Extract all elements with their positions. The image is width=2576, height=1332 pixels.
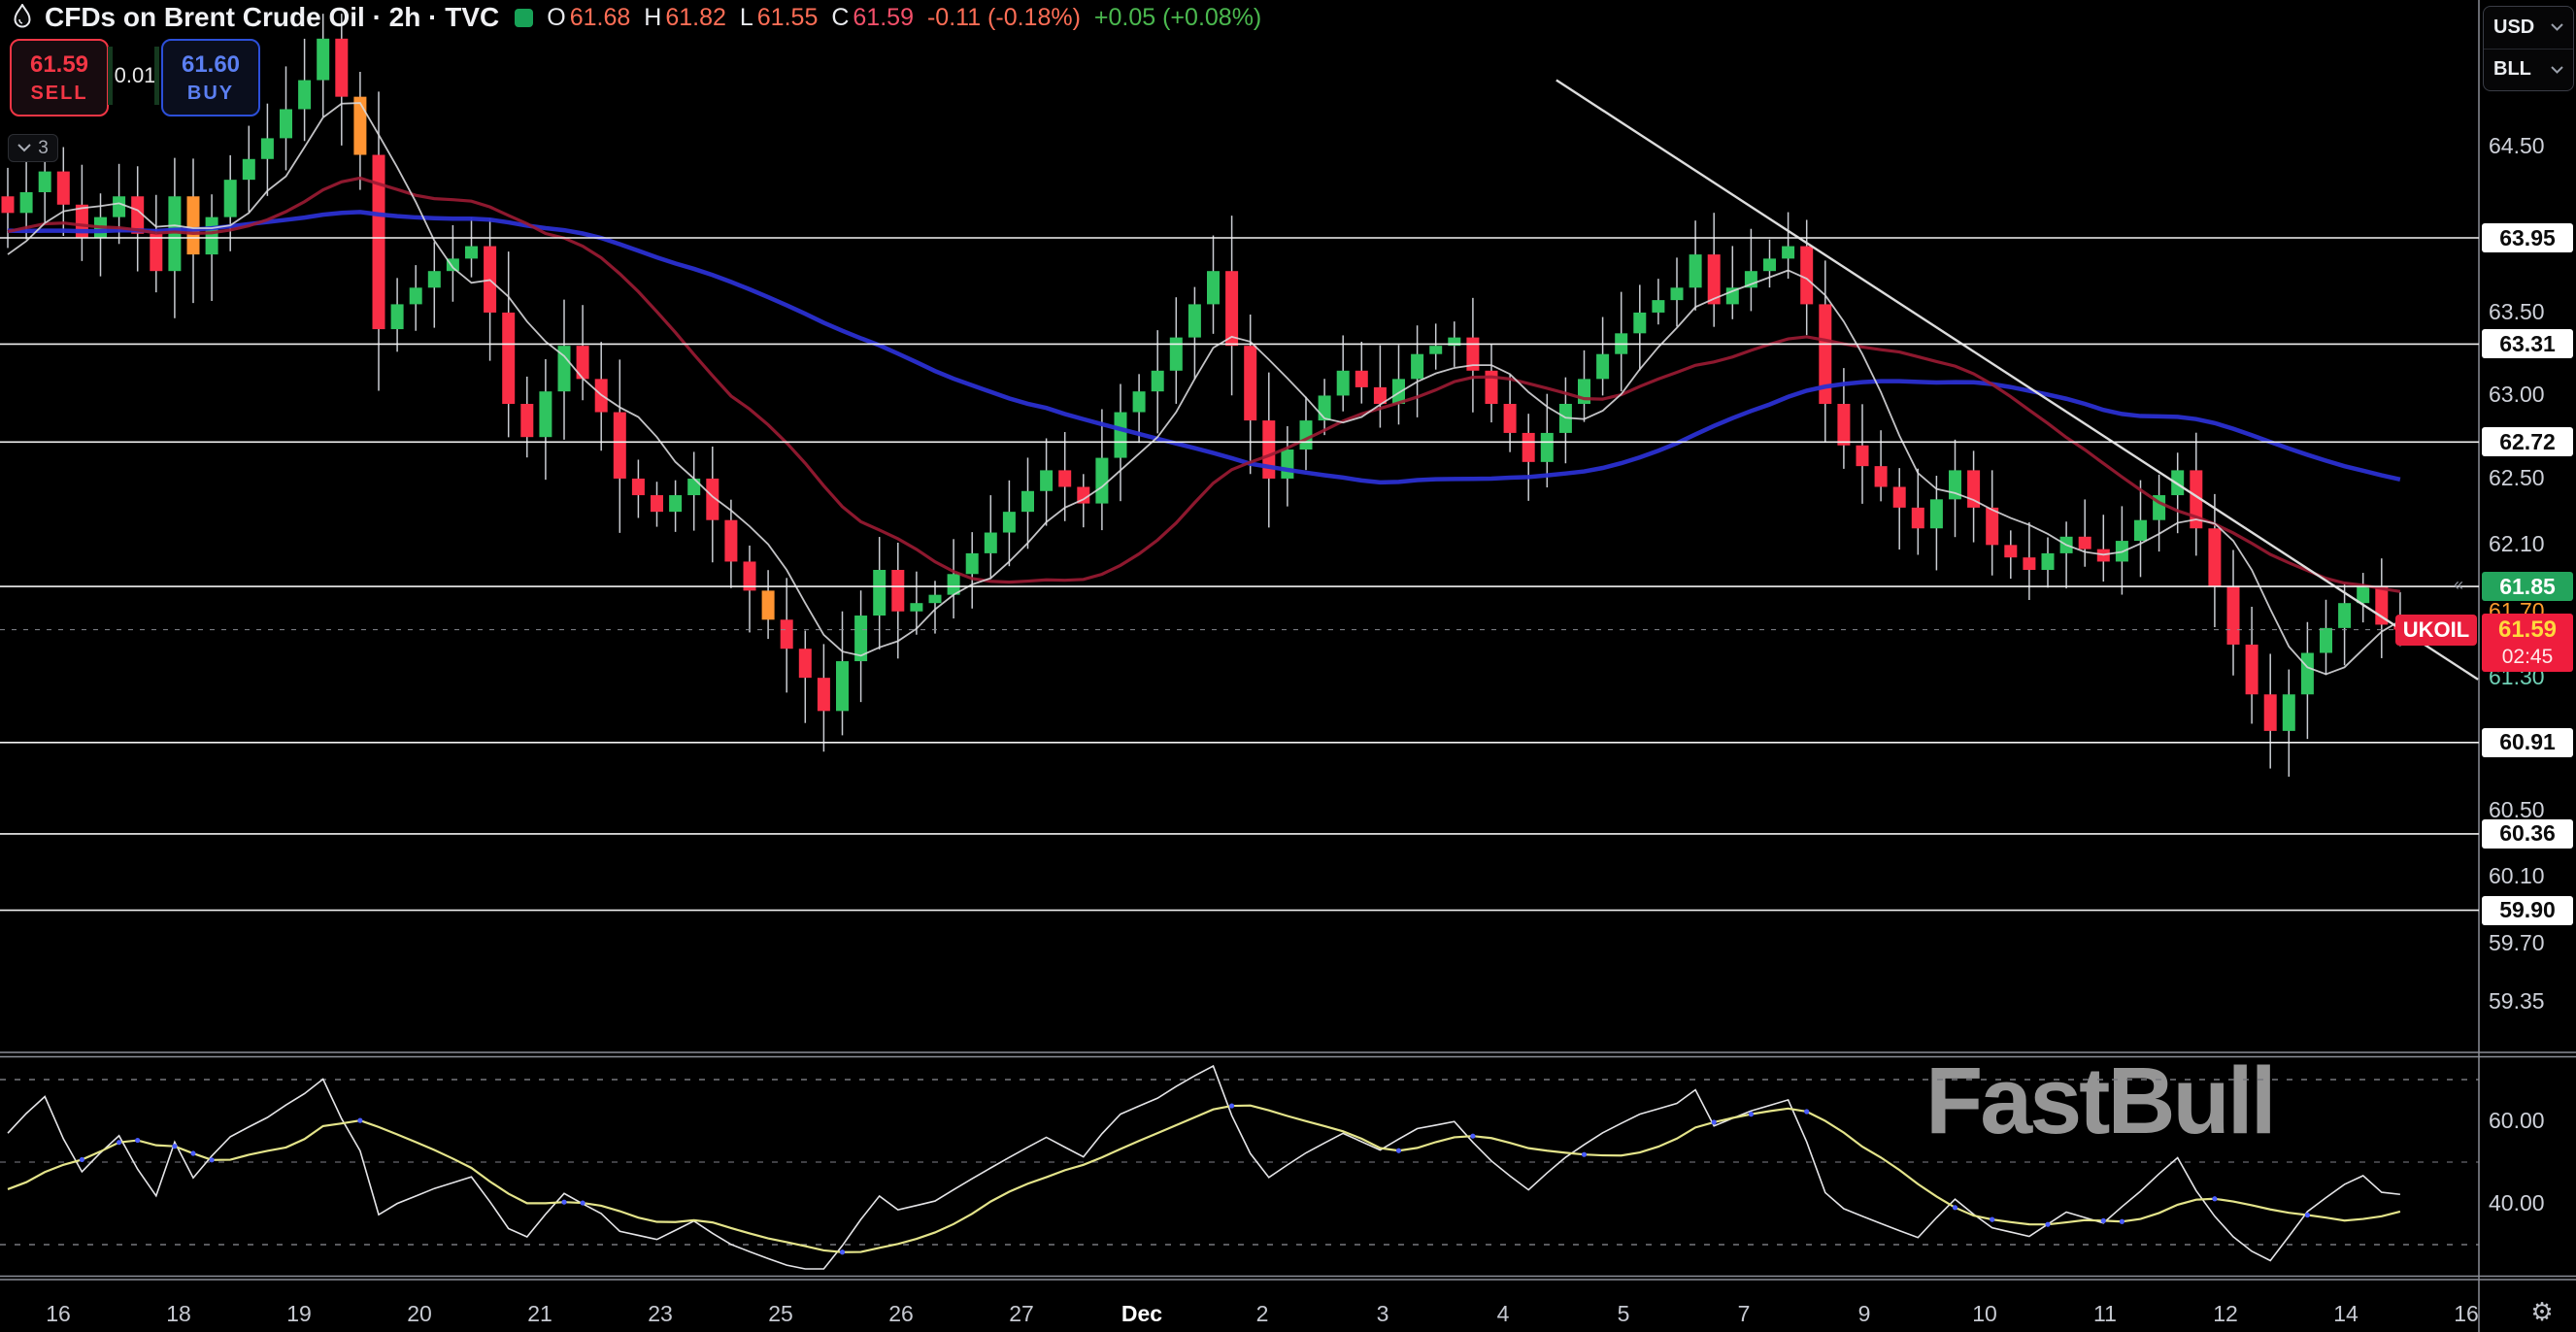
price-line-label: 63.95 bbox=[2482, 223, 2573, 252]
time-axis-label: 20 bbox=[407, 1301, 432, 1326]
time-axis-label: 2 bbox=[1255, 1301, 1269, 1326]
price-line-label: 63.31 bbox=[2482, 329, 2573, 359]
time-axis-label: 4 bbox=[1496, 1301, 1510, 1326]
symbol-title[interactable]: CFDs on Brent Crude Oil · 2h · TVC bbox=[45, 2, 500, 32]
buy-price: 61.60 bbox=[181, 50, 241, 78]
price-axis[interactable]: 64.50 63.50 63.00 62.50 62.10 61.70 61.30 60.50… bbox=[2479, 0, 2576, 1280]
rsi-axis-label: 60.00 bbox=[2489, 1107, 2545, 1133]
price-axis-label: 59.35 bbox=[2489, 987, 2545, 1014]
price-line-label: 61.85 bbox=[2482, 572, 2573, 602]
price-axis-label: 63.50 bbox=[2489, 298, 2545, 324]
hidden-indicators-count: 3 bbox=[38, 137, 49, 158]
ohlc-l-value: 61.55 bbox=[756, 3, 819, 31]
ohlc-h-label: H bbox=[644, 3, 662, 31]
price-line-label: 59.90 bbox=[2482, 895, 2573, 925]
ohlc-o-value: 61.68 bbox=[569, 3, 631, 31]
time-axis-label: 16 bbox=[2454, 1301, 2479, 1326]
time-axis-label: 10 bbox=[1972, 1301, 1997, 1326]
axis-unit-selector: USD BLL bbox=[2483, 6, 2574, 91]
settings-gear-icon[interactable]: ⚙ bbox=[2530, 1296, 2554, 1326]
time-axis-label: 19 bbox=[286, 1301, 312, 1326]
current-price-badge: 61.59 02:45 bbox=[2482, 613, 2573, 672]
time-axis-label: 18 bbox=[166, 1301, 191, 1326]
time-axis-label: 26 bbox=[888, 1301, 914, 1326]
time-axis-label: 12 bbox=[2213, 1301, 2238, 1326]
time-axis-label: Dec bbox=[1121, 1301, 1163, 1326]
symbol-price-label: UKOIL bbox=[2395, 615, 2477, 646]
hidden-indicators-toggle[interactable]: 3 bbox=[8, 134, 58, 162]
oil-drop-icon bbox=[14, 4, 31, 28]
time-axis-label: 5 bbox=[1617, 1301, 1630, 1326]
time-axis[interactable]: 16 18 19 20 21 23 25 26 27 Dec 2 3 4 5 7 9 10 11 12 14 16 bbox=[0, 1280, 2576, 1332]
current-price-value: 61.59 bbox=[2497, 616, 2558, 643]
time-axis-label: 11 bbox=[2093, 1301, 2117, 1326]
time-axis-label: 14 bbox=[2333, 1301, 2359, 1326]
currency-dropdown[interactable]: USD bbox=[2484, 7, 2573, 50]
price-axis-label: 62.50 bbox=[2489, 464, 2545, 490]
spread-strip-left bbox=[108, 47, 113, 105]
chevron-down-icon bbox=[2551, 66, 2563, 74]
line-extension-tag[interactable]: « bbox=[2454, 575, 2464, 594]
buy-label: BUY bbox=[186, 82, 235, 104]
chevron-down-icon bbox=[2551, 23, 2563, 32]
price-axis-label: 60.50 bbox=[2489, 796, 2545, 822]
price-line-label: 60.91 bbox=[2482, 727, 2573, 757]
sell-price: 61.59 bbox=[29, 50, 89, 78]
unit-value: BLL bbox=[2493, 58, 2531, 81]
price-axis-label: 59.70 bbox=[2489, 929, 2545, 955]
ohlc-o-label: O bbox=[547, 3, 566, 31]
rsi-axis-label: 40.00 bbox=[2489, 1189, 2545, 1215]
price-axis-label: 64.50 bbox=[2489, 132, 2545, 158]
currency-value: USD bbox=[2493, 16, 2535, 38]
price-line-label: 60.36 bbox=[2482, 818, 2573, 849]
bar-countdown: 02:45 bbox=[2501, 645, 2554, 668]
ohlc-change: -0.11 (-0.18%) bbox=[926, 3, 1081, 31]
time-axis-label: 7 bbox=[1737, 1301, 1751, 1326]
spread-strip-right bbox=[154, 47, 159, 105]
time-axis-label: 21 bbox=[527, 1301, 552, 1326]
price-line-label: 62.72 bbox=[2482, 427, 2573, 457]
time-axis-label: 16 bbox=[46, 1301, 71, 1326]
price-axis-label: 60.10 bbox=[2489, 863, 2545, 889]
fastbull-watermark: FastBull bbox=[1925, 1048, 2277, 1153]
ohlc-c-label: C bbox=[831, 3, 850, 31]
unit-dropdown[interactable]: BLL bbox=[2484, 50, 2573, 91]
ohlc-c-value: 61.59 bbox=[853, 3, 914, 31]
ohlc-h-value: 61.82 bbox=[665, 3, 726, 31]
buy-button[interactable]: 61.60 BUY bbox=[161, 39, 260, 117]
time-axis-label: 27 bbox=[1009, 1301, 1034, 1326]
price-axis-label: 63.00 bbox=[2489, 382, 2545, 408]
time-axis-label: 25 bbox=[768, 1301, 793, 1326]
spread-value: 0.01 bbox=[114, 63, 156, 87]
ohlc-l-label: L bbox=[739, 3, 753, 31]
sell-label: SELL bbox=[30, 82, 88, 104]
ohlc-readout: O 61.68 H 61.82 L 61.55 C 61.59 -0.11 (-0.18%) +0… bbox=[547, 4, 1265, 32]
price-axis-label: 62.10 bbox=[2489, 531, 2545, 557]
time-axis-label: 9 bbox=[1857, 1301, 1871, 1326]
sell-button[interactable]: 61.59 SELL bbox=[10, 39, 109, 117]
chart-header: CFDs on Brent Crude Oil · 2h · TVC O 61.6… bbox=[0, 0, 2233, 35]
market-status-icon[interactable] bbox=[515, 8, 534, 27]
chevron-down-icon bbox=[17, 144, 31, 152]
ohlc-after-hours-change: +0.05 (+0.08%) bbox=[1093, 3, 1262, 31]
time-axis-label: 3 bbox=[1376, 1301, 1389, 1326]
time-axis-label: 23 bbox=[648, 1301, 673, 1326]
